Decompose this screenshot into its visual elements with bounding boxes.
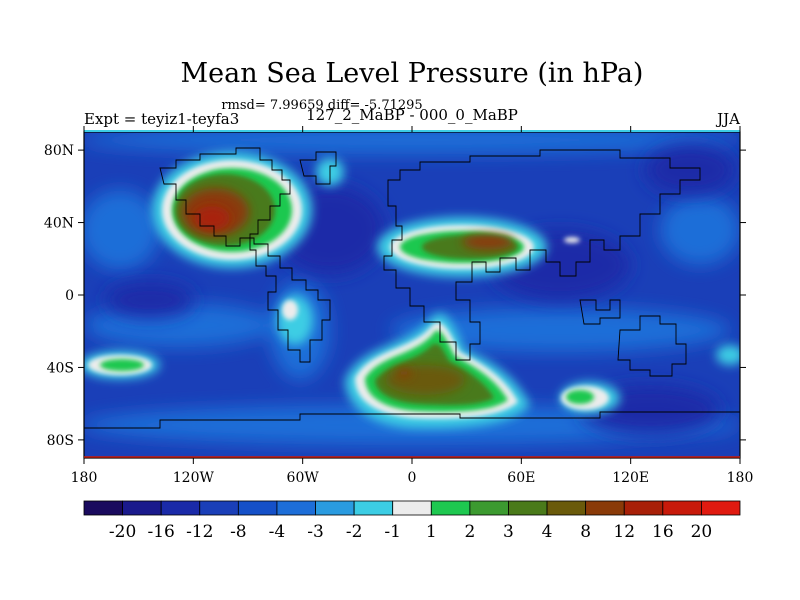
- lat-tick-label: 40N: [44, 216, 74, 232]
- colorbar-swatch: [122, 500, 162, 516]
- colorbar-swatch: [701, 500, 741, 516]
- colorbar-swatch: [392, 500, 432, 516]
- colorbar-label: -1: [384, 522, 401, 542]
- colorbar-swatch: [237, 500, 278, 516]
- colorbar-swatch: [199, 500, 239, 516]
- colorbar-swatch: [83, 500, 123, 516]
- lon-tick-label: 180: [727, 470, 754, 486]
- colorbar-swatch: [353, 500, 394, 516]
- lon-tick-label: 0: [408, 470, 417, 486]
- colorbar-label: 1: [426, 522, 437, 542]
- coastlines: [84, 147, 740, 429]
- lon-tick-label: 180: [71, 470, 98, 486]
- colorbar-swatch: [276, 500, 316, 516]
- colorbar-label: 16: [652, 522, 674, 542]
- lon-tick-label: 120W: [173, 470, 215, 486]
- lat-tick-label: 80S: [47, 433, 74, 449]
- colorbar-swatch: [430, 500, 471, 516]
- colorbar-label: -12: [186, 522, 213, 542]
- longitude-axis: 180 120W 60W 0 60E 120E 180: [71, 126, 754, 486]
- colorbar-label: -2: [346, 522, 363, 542]
- colorbar-swatch: [585, 500, 625, 516]
- lat-tick-label: 80N: [44, 143, 74, 159]
- lat-tick-label: 0: [65, 288, 74, 304]
- colorbar-swatch: [662, 500, 702, 516]
- colorbar: -20 -16 -12 -8 -4 -3 -2 -1 1 2 3 4 8 12 16 20: [83, 500, 741, 542]
- colorbar-label: -3: [307, 522, 324, 542]
- colorbar-label: 4: [542, 522, 553, 542]
- lon-tick-label: 60E: [507, 470, 535, 486]
- stats-label: rmsd= 7.99659 diff= -5.71295: [221, 98, 422, 113]
- season-label: JJA: [715, 110, 740, 128]
- comparison-label: 127_2_MaBP - 000_0_MaBP: [306, 106, 518, 124]
- latitude-axis: 80N 40N 0 40S 80S: [44, 143, 746, 449]
- chart-title: Mean Sea Level Pressure (in hPa): [181, 58, 644, 89]
- colorbar-label: 3: [503, 522, 514, 542]
- colorbar-label: 2: [464, 522, 475, 542]
- lat-tick-label: 40S: [47, 360, 74, 376]
- colorbar-swatch: [469, 500, 509, 516]
- colorbar-label: 12: [613, 522, 635, 542]
- colorbar-label: -8: [230, 522, 247, 542]
- colorbar-label: -20: [109, 522, 136, 542]
- colorbar-label: 20: [691, 522, 713, 542]
- lon-tick-label: 120E: [612, 470, 649, 486]
- lon-tick-label: 60W: [287, 470, 320, 486]
- colorbar-swatch: [315, 500, 355, 516]
- colorbar-label: -16: [147, 522, 174, 542]
- colorbar-label: -4: [269, 522, 286, 542]
- colorbar-swatch: [546, 500, 587, 516]
- pressure-field: [84, 132, 740, 458]
- colorbar-swatch: [508, 500, 548, 516]
- colorbar-swatch: [160, 500, 201, 516]
- field-layer-red: [194, 206, 412, 377]
- colorbar-swatch: [623, 500, 664, 516]
- colorbar-label: 8: [580, 522, 591, 542]
- experiment-label: Expt = teyiz1-teyfa3: [84, 110, 239, 128]
